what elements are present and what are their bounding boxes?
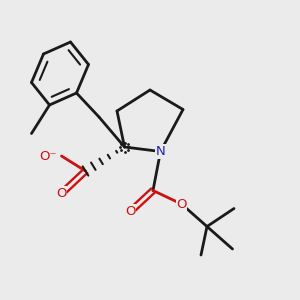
Text: O: O (56, 187, 67, 200)
Text: O: O (176, 197, 187, 211)
Text: N: N (156, 145, 165, 158)
Text: O⁻: O⁻ (40, 149, 57, 163)
Text: O: O (125, 205, 136, 218)
